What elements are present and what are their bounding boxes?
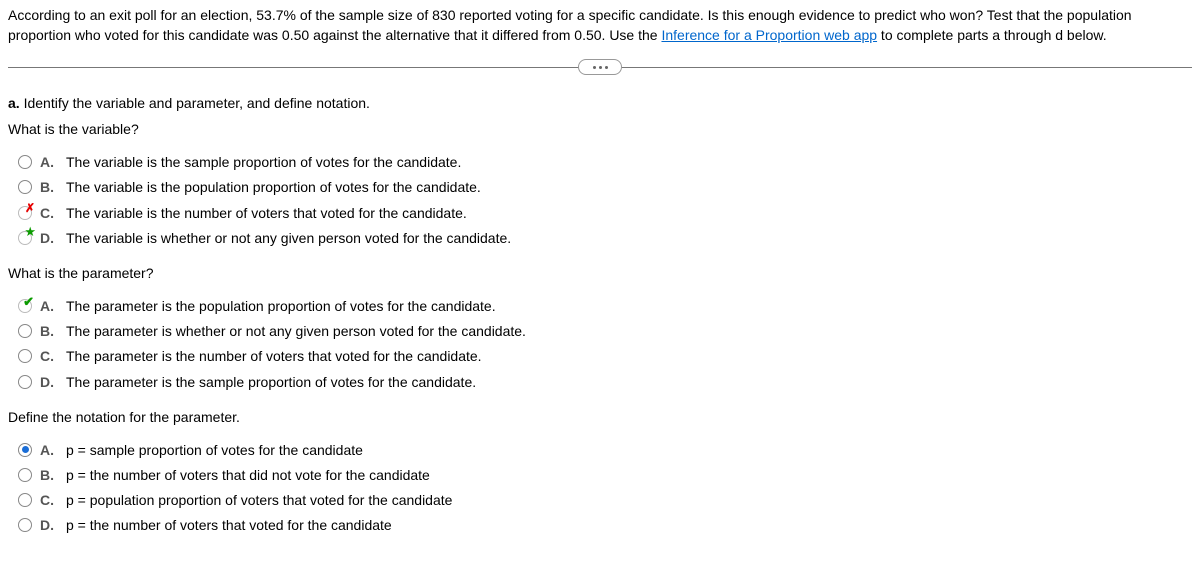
option-text: The parameter is the sample proportion o… [66, 373, 476, 391]
option-letter: B. [40, 322, 58, 340]
q3-option-a[interactable]: A. p = sample proportion of votes for th… [18, 441, 1192, 459]
option-text: The parameter is the population proporti… [66, 297, 496, 315]
option-letter: A. [40, 441, 58, 459]
q2-option-b[interactable]: B. The parameter is whether or not any g… [18, 322, 1192, 340]
part-a-label: a. [8, 95, 20, 111]
check-icon: ✔ [23, 295, 34, 308]
option-letter: B. [40, 178, 58, 196]
q1-option-a[interactable]: A. The variable is the sample proportion… [18, 153, 1192, 171]
option-letter: B. [40, 466, 58, 484]
q3-option-d[interactable]: D. p = the number of voters that voted f… [18, 516, 1192, 534]
radio-icon[interactable] [18, 324, 32, 338]
q2-option-c[interactable]: C. The parameter is the number of voters… [18, 347, 1192, 365]
option-text: The parameter is the number of voters th… [66, 347, 482, 365]
option-letter: C. [40, 204, 58, 222]
q3-option-b[interactable]: B. p = the number of voters that did not… [18, 466, 1192, 484]
radio-icon[interactable] [18, 155, 32, 169]
radio-correct-icon[interactable]: ★ [18, 231, 32, 245]
radio-icon[interactable] [18, 468, 32, 482]
x-icon: ✗ [25, 201, 35, 217]
radio-wrong-icon[interactable]: ✗ [18, 206, 32, 220]
option-letter: A. [40, 153, 58, 171]
radio-icon[interactable] [18, 493, 32, 507]
part-a-header: a. Identify the variable and parameter, … [8, 95, 1192, 111]
q1-option-b[interactable]: B. The variable is the population propor… [18, 178, 1192, 196]
q2-option-d[interactable]: D. The parameter is the sample proportio… [18, 373, 1192, 391]
option-text: The variable is the population proportio… [66, 178, 481, 196]
problem-statement: According to an exit poll for an electio… [8, 6, 1192, 45]
q2-options: ✔ A. The parameter is the population pro… [8, 297, 1192, 391]
option-text: p = sample proportion of votes for the c… [66, 441, 363, 459]
q3-label: Define the notation for the parameter. [8, 409, 1192, 425]
option-letter: D. [40, 229, 58, 247]
radio-icon[interactable] [18, 518, 32, 532]
section-divider [8, 59, 1192, 75]
option-letter: D. [40, 373, 58, 391]
option-text: The parameter is whether or not any give… [66, 322, 526, 340]
q2-label: What is the parameter? [8, 265, 1192, 281]
option-text: The variable is the number of voters tha… [66, 204, 467, 222]
q1-option-c[interactable]: ✗ C. The variable is the number of voter… [18, 204, 1192, 222]
q3-option-c[interactable]: C. p = population proportion of voters t… [18, 491, 1192, 509]
radio-icon[interactable] [18, 349, 32, 363]
option-text: p = the number of voters that did not vo… [66, 466, 430, 484]
option-letter: C. [40, 347, 58, 365]
star-icon: ★ [24, 225, 36, 238]
option-text: The variable is whether or not any given… [66, 229, 511, 247]
option-letter: C. [40, 491, 58, 509]
option-text: The variable is the sample proportion of… [66, 153, 461, 171]
option-text: p = population proportion of voters that… [66, 491, 452, 509]
web-app-link[interactable]: Inference for a Proportion web app [661, 27, 877, 43]
radio-selected-icon[interactable] [18, 443, 32, 457]
q1-label: What is the variable? [8, 121, 1192, 137]
q2-option-a[interactable]: ✔ A. The parameter is the population pro… [18, 297, 1192, 315]
option-text: p = the number of voters that voted for … [66, 516, 392, 534]
option-letter: A. [40, 297, 58, 315]
q1-options: A. The variable is the sample proportion… [8, 153, 1192, 247]
radio-check-icon[interactable]: ✔ [18, 299, 32, 313]
radio-icon[interactable] [18, 180, 32, 194]
part-a-text: Identify the variable and parameter, and… [24, 95, 370, 111]
q1-option-d[interactable]: ★ D. The variable is whether or not any … [18, 229, 1192, 247]
more-pill[interactable] [578, 59, 622, 75]
problem-text-after: to complete parts a through d below. [877, 27, 1107, 43]
option-letter: D. [40, 516, 58, 534]
radio-icon[interactable] [18, 375, 32, 389]
q3-options: A. p = sample proportion of votes for th… [8, 441, 1192, 535]
